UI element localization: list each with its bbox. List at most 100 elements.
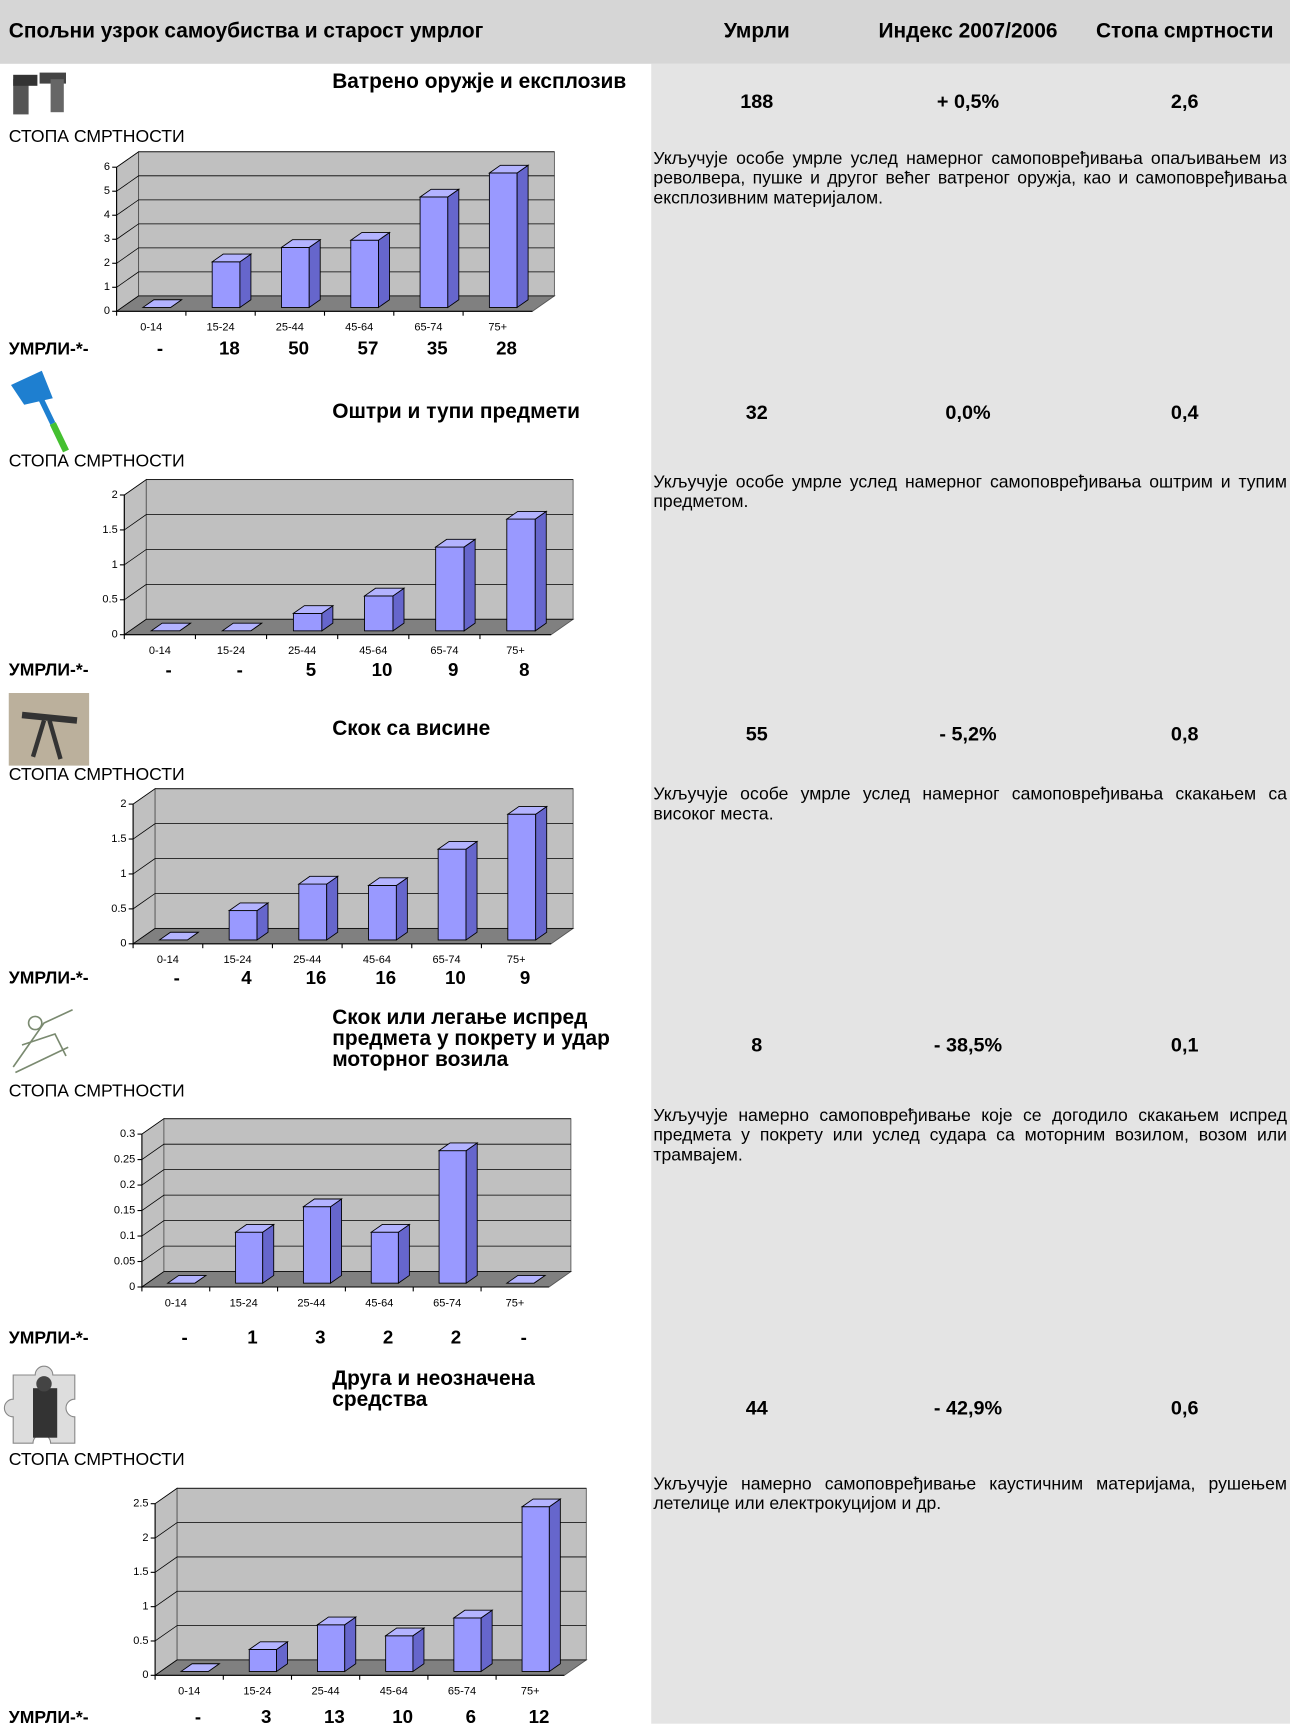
y-tick-label: 0.5: [133, 1635, 148, 1647]
x-tick-label: 45-64: [365, 1297, 393, 1309]
y-tick-label: 5: [104, 185, 110, 197]
x-tick-label: 45-64: [345, 322, 373, 334]
bar-top: [367, 877, 409, 886]
rate: 0,1: [1170, 1034, 1199, 1056]
deaths-by-age: 9: [520, 967, 530, 988]
bar-front: [298, 883, 328, 941]
grid-line: [132, 893, 574, 910]
x-tick-label: 65-74: [433, 954, 461, 966]
chart-back-wall: [176, 1487, 587, 1661]
grid-line: [141, 1245, 571, 1262]
bar-top: [487, 164, 530, 174]
bar-top: [297, 875, 340, 885]
y-tick-label: 0.05: [114, 1255, 135, 1267]
bar-top: [369, 1224, 411, 1233]
x-tick-label: 15-24: [217, 645, 245, 657]
x-tick-label: 65-74: [448, 1686, 476, 1698]
index: - 38,5%: [933, 1034, 1003, 1056]
grid-line: [154, 1556, 587, 1573]
y-tick-label: 1.5: [102, 524, 117, 536]
deaths-by-age: 50: [288, 338, 309, 359]
deaths-by-age: 57: [358, 338, 379, 359]
deaths-by-age: 8: [519, 659, 529, 680]
deaths-by-age: 5: [306, 659, 316, 680]
grid-line: [132, 788, 574, 805]
y-tick-label: 0: [120, 938, 126, 950]
bar-chart: 0 0.05 0.1 0.15 0.2 0.25 0.3 0-14 15-24 25-44 45-6…: [114, 1117, 573, 1309]
bar-top: [506, 806, 549, 815]
bar-front: [453, 1617, 482, 1672]
deaths-total: 8: [751, 1034, 763, 1056]
x-tick-label: 65-74: [433, 1297, 461, 1309]
grid-line: [116, 271, 555, 288]
grid-line: [116, 199, 555, 216]
bar-top: [210, 253, 253, 263]
bar-top: [437, 1142, 479, 1152]
y-tick-label: 1: [120, 868, 126, 880]
bar-front: [317, 1624, 346, 1672]
rate: 0,4: [1170, 401, 1199, 424]
x-tick-label: 75+: [506, 1297, 525, 1309]
y-tick-label: 0: [112, 629, 118, 641]
index: - 42,9%: [933, 1397, 1003, 1419]
y-tick-label: 0.3: [120, 1128, 135, 1140]
chart-side-wall: [154, 1487, 178, 1677]
y-tick-label: 0.25: [114, 1153, 135, 1165]
bar-side: [308, 238, 321, 309]
deaths-by-age: 4: [241, 967, 252, 988]
header-index: Индекс 2007/2006: [878, 19, 1058, 43]
header-deaths: Умрли: [723, 19, 790, 43]
grid-line: [154, 1487, 587, 1505]
bar-front: [302, 1206, 331, 1284]
x-tick-label: 15-24: [206, 322, 234, 334]
bar-side: [262, 1223, 275, 1284]
grid-line: [124, 514, 574, 531]
icon-hammer: [11, 370, 69, 453]
description: Укључује особе умрле услед намерног само…: [653, 785, 1287, 824]
grid-line: [132, 928, 574, 945]
bar-side: [548, 1498, 561, 1673]
bar: [297, 875, 340, 941]
grid-line: [116, 247, 555, 264]
bar: [179, 1663, 221, 1672]
bar-front: [292, 612, 323, 632]
bar-side: [534, 510, 547, 632]
bar: [505, 510, 548, 632]
bar-front: [228, 910, 258, 941]
deaths-by-age: 2: [451, 1327, 461, 1348]
y-tick-label: 0: [104, 305, 110, 317]
bar-top: [363, 587, 406, 597]
x-tick-label: 15-24: [243, 1686, 271, 1698]
deaths-by-age: -: [237, 659, 243, 680]
bar-top: [418, 188, 461, 198]
grid-line: [141, 1194, 571, 1211]
chart-floor: [140, 1271, 573, 1288]
y-tick-label: 0.5: [111, 903, 126, 915]
index: 0,0%: [945, 401, 991, 424]
bar-side: [330, 1198, 342, 1284]
y-tick-label: 2: [104, 257, 110, 269]
x-tick-label: 0-14: [157, 954, 179, 966]
deaths-by-age: -: [521, 1327, 527, 1348]
y-tick-label: 3: [104, 233, 110, 245]
y-tick-label: 1: [112, 559, 118, 571]
grid-line: [116, 175, 555, 192]
deaths-by-age: 10: [392, 1706, 413, 1724]
deaths-by-age: -: [174, 967, 180, 988]
bar: [384, 1627, 426, 1673]
bar-front: [368, 885, 397, 941]
bar: [452, 1609, 494, 1673]
chart-floor: [115, 295, 556, 312]
rate-label: СТОПА СМРТНОСТИ: [8, 127, 185, 147]
bar-top: [505, 510, 548, 520]
x-tick-label: 0-14: [149, 645, 171, 657]
bar-chart: 0 0.5 1 1.5 2 0-14 15-24 25-44 45-64 65-74 75+: [102, 478, 575, 657]
grid-line: [154, 1590, 587, 1607]
header-cause: Спољни узрок самоубиства и старост умрло…: [8, 19, 484, 43]
bar-top: [220, 622, 264, 632]
bar: [302, 1198, 343, 1284]
grid-line: [141, 1143, 571, 1160]
grid-line: [154, 1625, 587, 1642]
